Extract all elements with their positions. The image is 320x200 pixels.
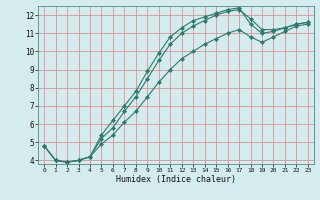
X-axis label: Humidex (Indice chaleur): Humidex (Indice chaleur) [116, 175, 236, 184]
